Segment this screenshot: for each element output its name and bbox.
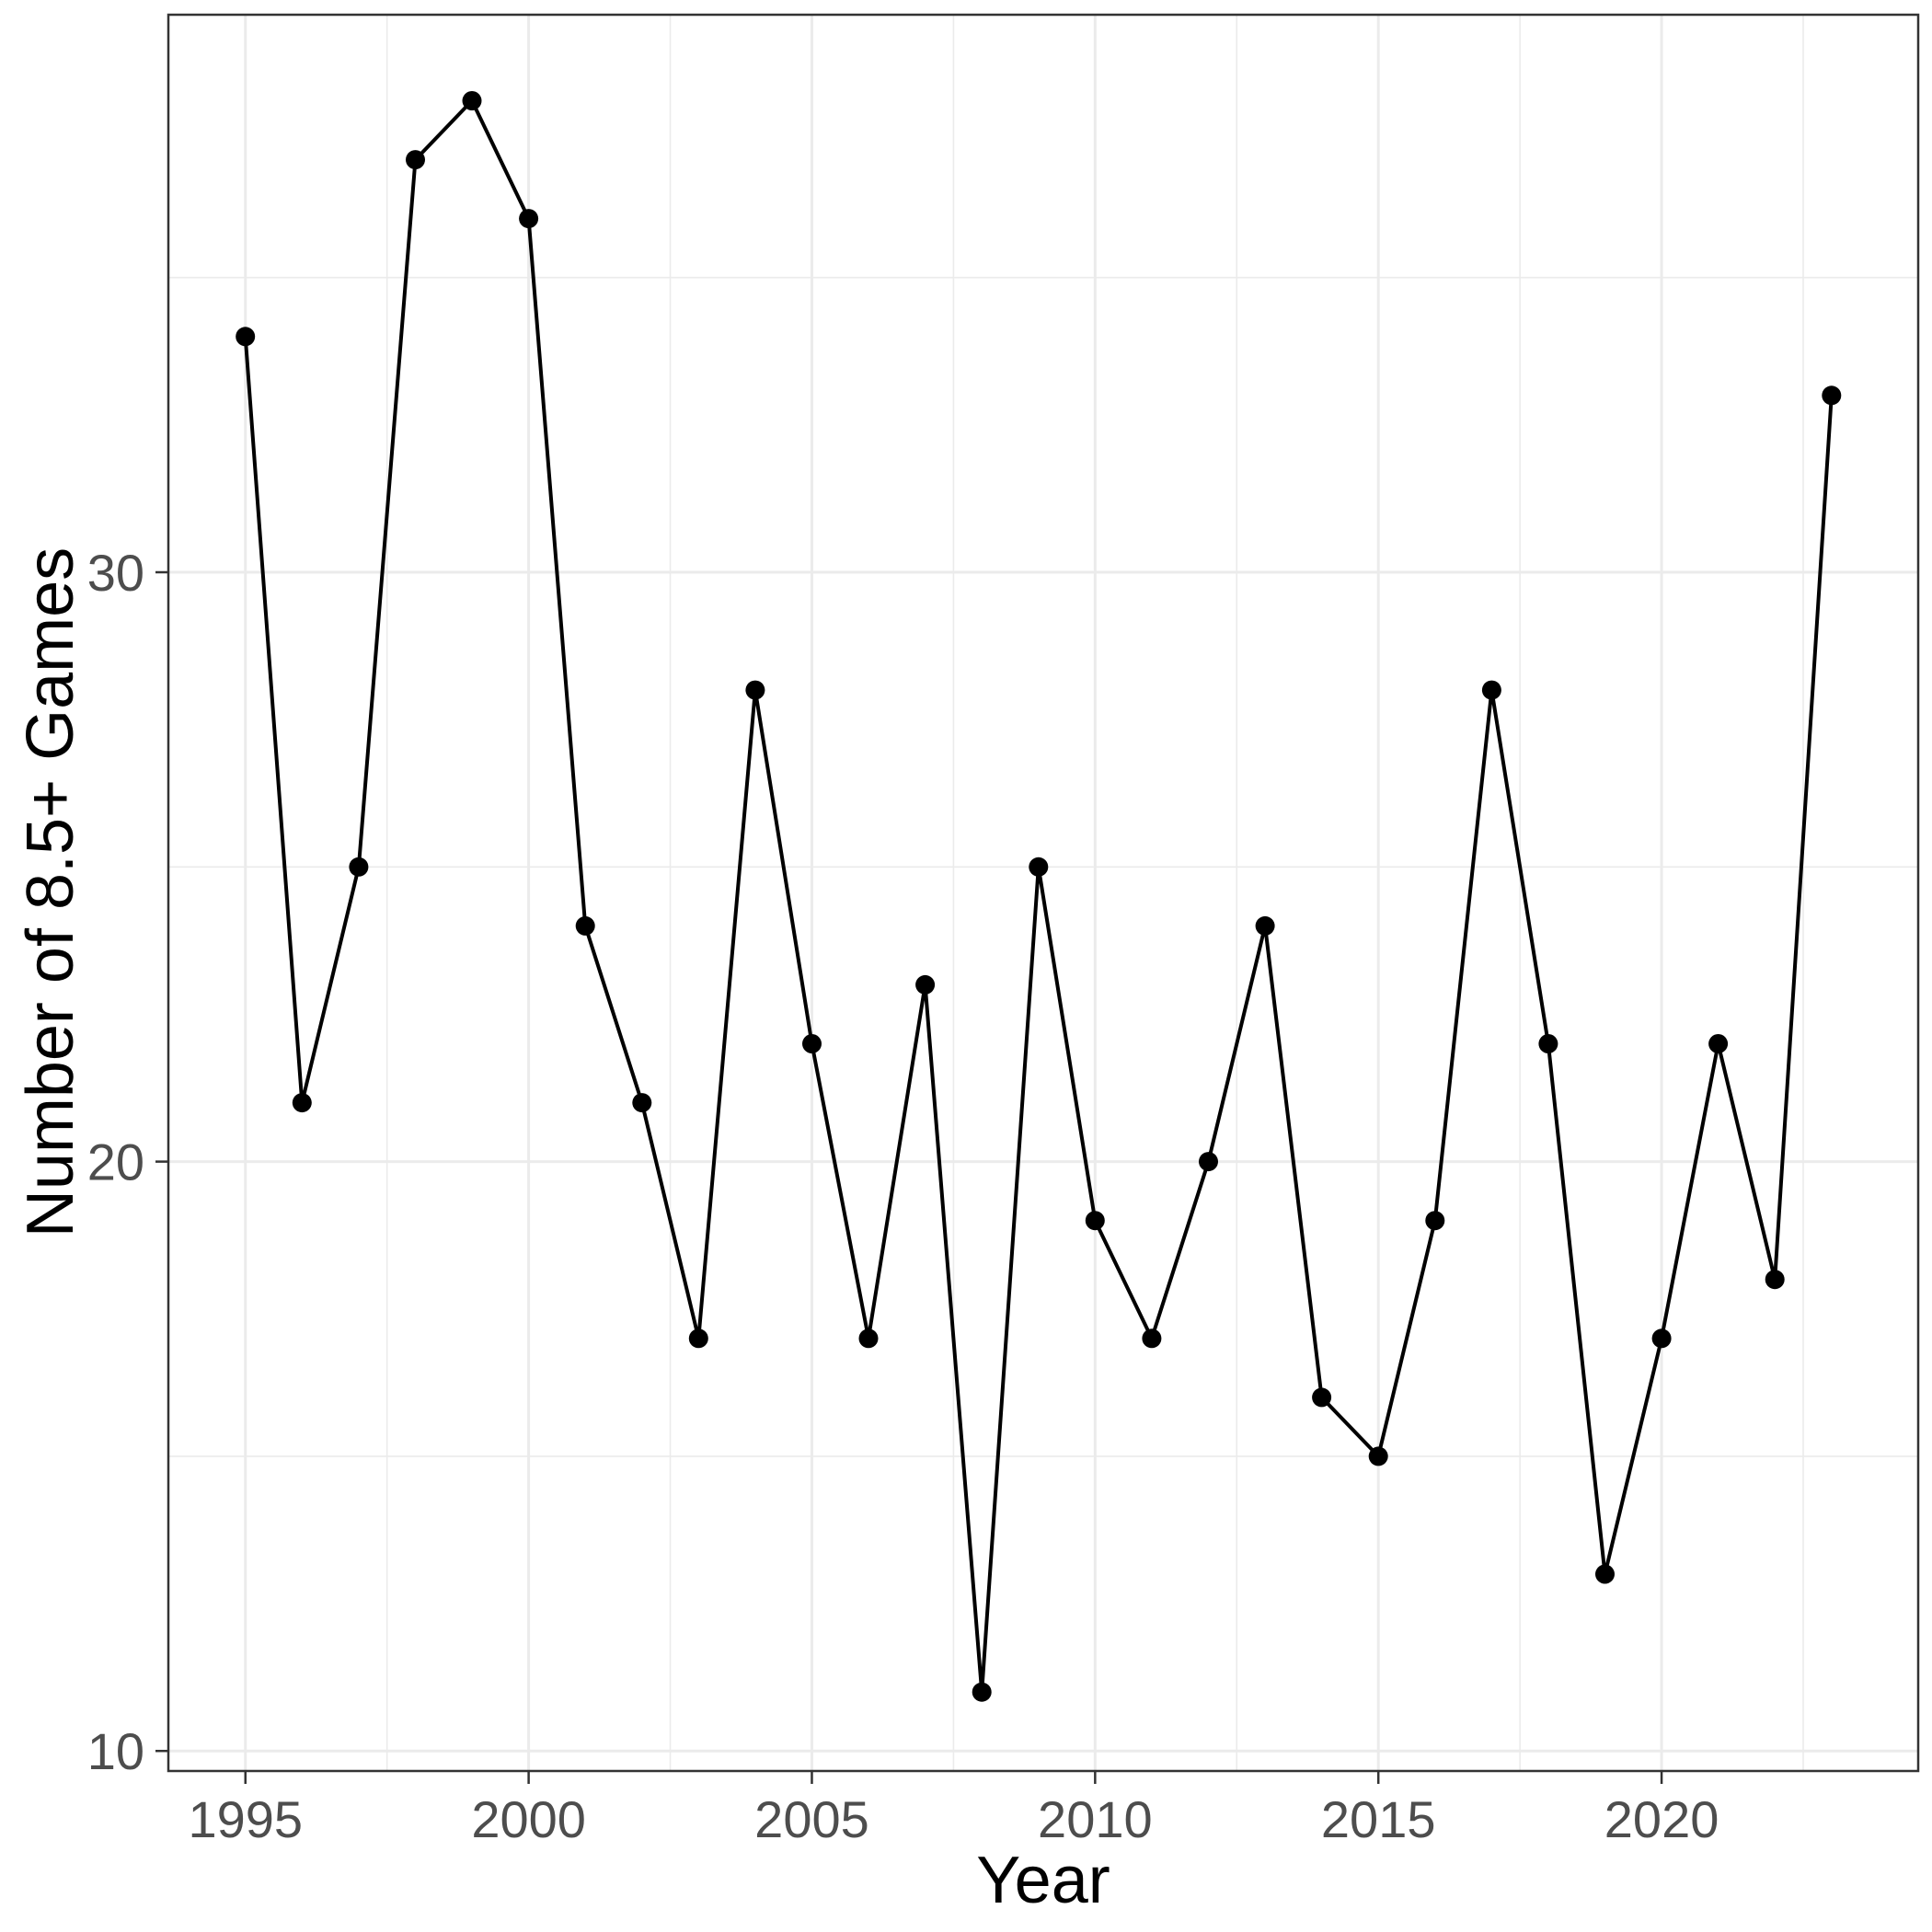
y-tick-label: 20 bbox=[87, 1133, 144, 1191]
data-point bbox=[802, 1034, 822, 1053]
data-point bbox=[1085, 1211, 1105, 1231]
data-point bbox=[688, 1328, 708, 1349]
data-point bbox=[1199, 1152, 1218, 1172]
data-point bbox=[292, 1093, 312, 1113]
data-point bbox=[1765, 1270, 1785, 1290]
x-axis-title: Year bbox=[976, 1844, 1110, 1917]
data-point bbox=[1255, 915, 1275, 936]
x-tick-label: 2000 bbox=[471, 1790, 586, 1848]
data-point bbox=[406, 150, 425, 170]
data-point bbox=[349, 857, 369, 877]
panel-border bbox=[167, 13, 1920, 1773]
data-point bbox=[632, 1093, 652, 1113]
data-point bbox=[972, 1682, 992, 1702]
data-point bbox=[1029, 857, 1049, 877]
data-point bbox=[1595, 1564, 1615, 1584]
data-point bbox=[1651, 1328, 1672, 1349]
y-axis-title: Number of 8.5+ Games bbox=[14, 546, 87, 1238]
x-tick-label: 2015 bbox=[1321, 1790, 1436, 1848]
y-tick-label: 10 bbox=[87, 1722, 144, 1780]
x-tick-label: 1995 bbox=[188, 1790, 303, 1848]
data-point bbox=[745, 680, 765, 700]
data-point bbox=[1368, 1446, 1388, 1466]
data-point bbox=[1481, 680, 1501, 700]
data-point bbox=[462, 91, 482, 110]
data-point bbox=[1425, 1211, 1445, 1231]
data-point bbox=[1142, 1328, 1162, 1349]
data-point bbox=[858, 1328, 879, 1349]
y-tick-label: 30 bbox=[87, 544, 144, 602]
x-tick-label: 2020 bbox=[1604, 1790, 1719, 1848]
x-tick-label: 2010 bbox=[1038, 1790, 1153, 1848]
data-point bbox=[1822, 385, 1842, 406]
data-point bbox=[575, 915, 595, 936]
data-point bbox=[519, 209, 539, 229]
data-point bbox=[1312, 1387, 1332, 1408]
data-point bbox=[236, 327, 256, 347]
data-point bbox=[1708, 1034, 1729, 1053]
data-point bbox=[915, 974, 936, 995]
x-tick-label: 2005 bbox=[754, 1790, 869, 1848]
data-point bbox=[1538, 1034, 1558, 1053]
